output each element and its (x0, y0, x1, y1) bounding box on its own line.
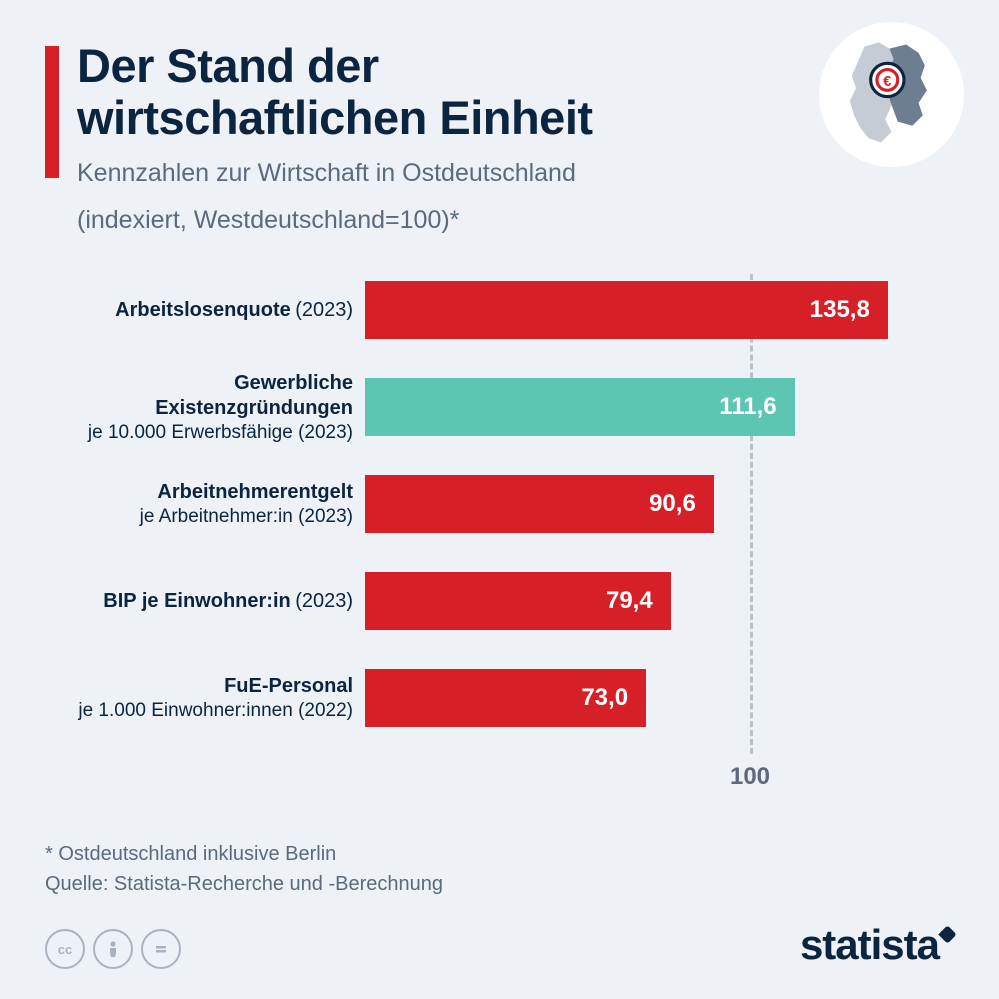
footnotes: * Ostdeutschland inklusive Berlin Quelle… (45, 839, 954, 899)
bar: 111,6 (365, 378, 795, 436)
germany-map-badge: € (819, 22, 964, 167)
chart-row: Arbeitnehmerentgeltje Arbeitnehmer:in (2… (365, 468, 904, 540)
svg-text:cc: cc (58, 942, 72, 957)
footer-row: cc statista (45, 921, 954, 969)
bar: 73,0 (365, 669, 646, 727)
footnote-2: Quelle: Statista-Recherche und -Berechnu… (45, 869, 954, 899)
cc-nd-icon (141, 929, 181, 969)
chart-row: Arbeitslosenquote (2023)135,8 (365, 274, 904, 346)
chart-row: FuE-Personalje 1.000 Einwohner:innen (20… (365, 662, 904, 734)
bar: 135,8 (365, 281, 888, 339)
bar: 90,6 (365, 475, 714, 533)
cc-by-icon (93, 929, 133, 969)
svg-text:€: € (883, 74, 891, 90)
subtitle-line1: Kennzahlen zur Wirtschaft in Ostdeutschl… (77, 157, 954, 190)
row-label: BIP je Einwohner:in (2023) (33, 589, 353, 614)
logo-text: statista (800, 921, 939, 969)
cc-icon: cc (45, 929, 85, 969)
subtitle-line2: (indexiert, Westdeutschland=100)* (77, 204, 954, 237)
cc-license-icons: cc (45, 929, 181, 969)
header: Der Stand der wirtschaftlichen Einheit K… (45, 40, 954, 236)
chart-rows: Arbeitslosenquote (2023)135,8 Gewerbliche… (365, 274, 904, 809)
footnote-1: * Ostdeutschland inklusive Berlin (45, 839, 954, 869)
germany-map-icon: € (829, 32, 954, 157)
row-label: FuE-Personalje 1.000 Einwohner:innen (20… (33, 674, 353, 723)
infographic-container: Der Stand der wirtschaftlichen Einheit K… (0, 0, 999, 999)
row-label: Gewerbliche Existenzgründungenje 10.000 … (33, 371, 353, 445)
title-accent-bar (45, 46, 59, 178)
chart-row: BIP je Einwohner:in (2023)79,4 (365, 565, 904, 637)
row-label: Arbeitnehmerentgeltje Arbeitnehmer:in (2… (33, 480, 353, 529)
logo-dot-icon (938, 925, 956, 943)
footer: * Ostdeutschland inklusive Berlin Quelle… (45, 839, 954, 969)
bar-chart: 100 Arbeitslosenquote (2023)135,8Gewerbl… (45, 274, 954, 809)
row-label: Arbeitslosenquote (2023) (33, 298, 353, 323)
statista-logo: statista (800, 921, 954, 969)
bar: 79,4 (365, 572, 671, 630)
chart-row: Gewerbliche Existenzgründungenje 10.000 … (365, 371, 904, 443)
